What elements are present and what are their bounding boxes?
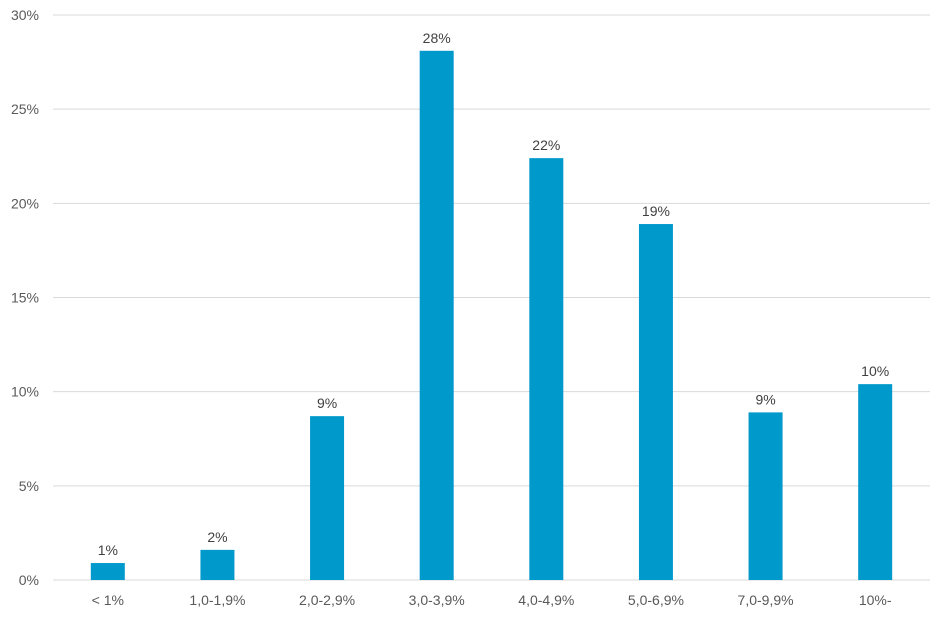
x-tick-label: < 1% (92, 592, 124, 608)
x-tick-label: 1,0-1,9% (189, 592, 245, 608)
x-tick-label: 5,0-6,9% (628, 592, 684, 608)
bar (310, 416, 345, 580)
bar (419, 50, 454, 581)
y-tick-label: 10% (11, 384, 39, 400)
x-axis-ticks: < 1% 1,0-1,9% 2,0-2,9% 3,0-3,9% 4,0-4,9% 5,0-… (92, 592, 892, 608)
data-labels: 1% 2% 9% 28% 22% 19% 9% 10% (98, 30, 890, 558)
bar (90, 563, 125, 580)
x-tick-label: 10%- (859, 592, 892, 608)
y-tick-label: 30% (11, 7, 39, 23)
bar (638, 224, 673, 581)
data-label: 9% (755, 391, 775, 407)
bars (90, 50, 893, 581)
bar (858, 384, 893, 580)
bar (200, 549, 235, 580)
x-tick-label: 4,0-4,9% (518, 592, 574, 608)
bar (748, 412, 783, 580)
data-label: 9% (317, 395, 337, 411)
y-tick-label: 0% (19, 572, 39, 588)
data-label: 1% (98, 542, 118, 558)
y-tick-label: 25% (11, 101, 39, 117)
y-tick-label: 15% (11, 290, 39, 306)
gridlines (53, 14, 930, 581)
y-axis-ticks: 0% 5% 10% 15% 20% 25% 30% (11, 7, 39, 588)
data-label: 2% (207, 529, 227, 545)
y-tick-label: 5% (19, 478, 39, 494)
x-tick-label: 3,0-3,9% (409, 592, 465, 608)
data-label: 22% (532, 137, 560, 153)
data-label: 28% (423, 30, 451, 46)
y-tick-label: 20% (11, 195, 39, 211)
x-tick-label: 7,0-9,9% (738, 592, 794, 608)
data-label: 10% (861, 363, 889, 379)
data-label: 19% (642, 203, 670, 219)
bar (529, 158, 564, 580)
x-tick-label: 2,0-2,9% (299, 592, 355, 608)
